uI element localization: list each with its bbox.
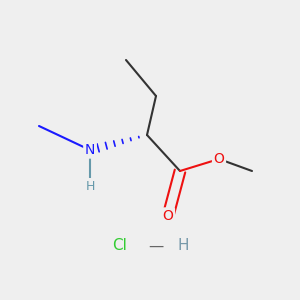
Text: O: O <box>163 209 173 223</box>
Text: —: — <box>148 238 164 253</box>
Text: Cl: Cl <box>112 238 128 253</box>
Text: N: N <box>85 143 95 157</box>
Text: O: O <box>214 152 224 166</box>
Text: H: H <box>85 179 95 193</box>
Text: H: H <box>177 238 189 253</box>
